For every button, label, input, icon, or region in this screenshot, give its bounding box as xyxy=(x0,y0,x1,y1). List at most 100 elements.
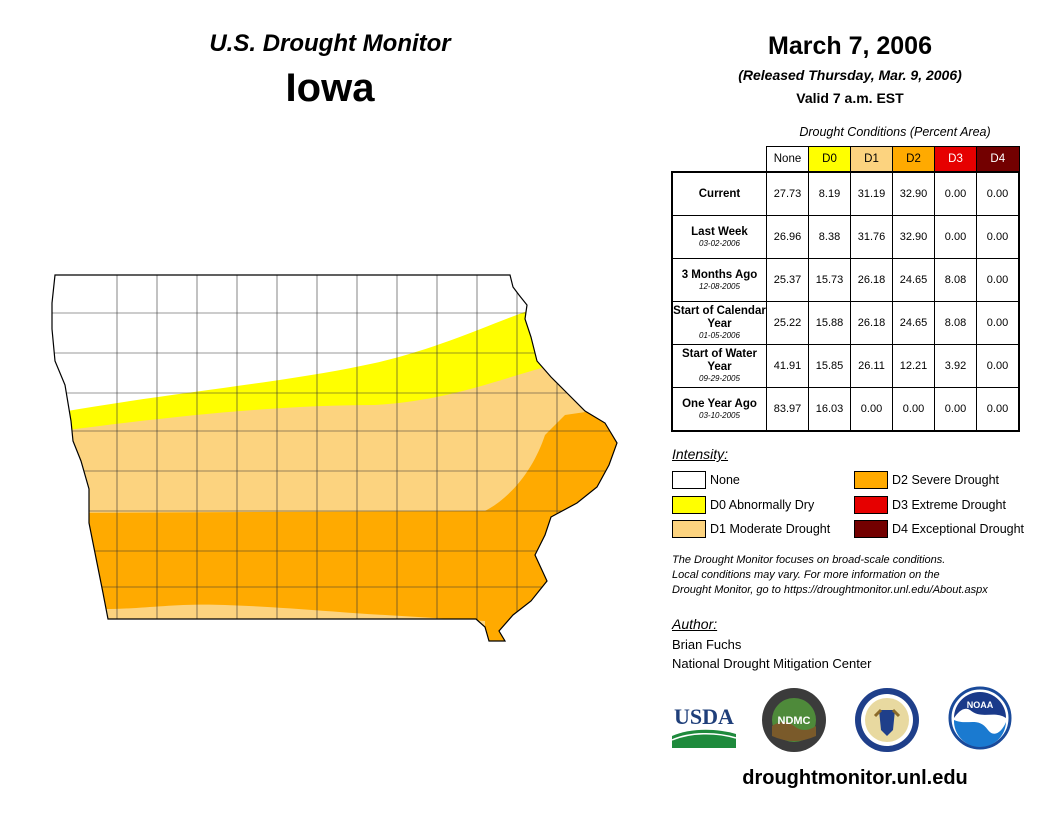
table-cell: 0.00 xyxy=(976,215,1020,259)
table-cell: 24.65 xyxy=(892,301,935,345)
table-caption: Drought Conditions (Percent Area) xyxy=(799,125,991,139)
author-org: National Drought Mitigation Center xyxy=(672,656,872,671)
table-cell: 26.18 xyxy=(850,258,893,302)
row-sub-date: 03-02-2006 xyxy=(699,238,740,248)
release-date: (Released Thursday, Mar. 9, 2006) xyxy=(738,67,962,83)
row-label: Current xyxy=(671,171,767,216)
table-cell: 26.18 xyxy=(850,301,893,345)
legend-title: Intensity: xyxy=(672,446,729,462)
row-sub-date: 03-10-2005 xyxy=(699,410,740,420)
row-label: 3 Months Ago 12-08-2005 xyxy=(671,258,767,302)
table-cell: 15.73 xyxy=(808,258,851,302)
table-cell: 8.08 xyxy=(934,301,977,345)
usda-logo-text: USDA xyxy=(674,704,734,729)
table-cell: 25.37 xyxy=(766,258,809,302)
table-header-row: None D0 D1 D2 D3 D4 xyxy=(672,146,1020,173)
table-cell: 15.88 xyxy=(808,301,851,345)
table-cell: 31.76 xyxy=(850,215,893,259)
table-cell: 0.00 xyxy=(976,258,1020,302)
legend-label: D4 Exceptional Drought xyxy=(892,522,1025,536)
monitor-title: U.S. Drought Monitor xyxy=(209,30,451,57)
table-cell: 31.19 xyxy=(850,171,893,216)
drought-stats-table: None D0 D1 D2 D3 D4 Current 27.73 8.19 3… xyxy=(671,146,1020,432)
table-cell: 3.92 xyxy=(934,344,977,388)
table-cell: 32.90 xyxy=(892,171,935,216)
disclaimer-line: Local conditions may vary. For more info… xyxy=(672,569,940,581)
col-header-d1: D1 xyxy=(850,146,893,173)
table-cell: 24.65 xyxy=(892,258,935,302)
disclaimer-line: The Drought Monitor focuses on broad-sca… xyxy=(672,554,946,566)
disclaimer-line: Drought Monitor, go to https://droughtmo… xyxy=(672,584,988,596)
county-lines xyxy=(52,275,617,641)
legend-label: D0 Abnormally Dry xyxy=(710,498,815,512)
table-cell: 26.96 xyxy=(766,215,809,259)
table-cell: 83.97 xyxy=(766,387,809,432)
col-header-d0: D0 xyxy=(808,146,851,173)
table-cell: 12.21 xyxy=(892,344,935,388)
table-cell: 8.19 xyxy=(808,171,851,216)
row-label: One Year Ago 03-10-2005 xyxy=(671,387,767,432)
col-header-d3: D3 xyxy=(934,146,977,173)
state-outline xyxy=(51,274,618,642)
table-row: Start of Calendar Year 01-05-2006 25.22 1… xyxy=(671,301,1020,345)
author-name: Brian Fuchs xyxy=(672,637,742,652)
col-header-d4: D4 xyxy=(976,146,1020,173)
row-label: Start of Water Year 09-29-2005 xyxy=(671,344,767,388)
table-cell: 0.00 xyxy=(934,215,977,259)
table-cell: 8.38 xyxy=(808,215,851,259)
legend-swatch xyxy=(672,496,706,514)
disclaimer: The Drought Monitor focuses on broad-sca… xyxy=(672,553,1042,598)
row-sub-date: 01-05-2006 xyxy=(699,331,740,340)
legend-label: D3 Extreme Drought xyxy=(892,498,1006,512)
legend-swatch xyxy=(672,471,706,489)
row-sub-date: 12-08-2005 xyxy=(699,281,740,291)
table-cell: 27.73 xyxy=(766,171,809,216)
table-cell: 8.08 xyxy=(934,258,977,302)
state-title: Iowa xyxy=(285,66,375,110)
legend-swatch xyxy=(854,471,888,489)
table-row: Last Week 03-02-2006 26.96 8.38 31.76 32.… xyxy=(671,215,1020,259)
table-cell: 0.00 xyxy=(934,171,977,216)
row-label: Last Week 03-02-2006 xyxy=(671,215,767,259)
table-cell: 32.90 xyxy=(892,215,935,259)
row-label: Start of Calendar Year 01-05-2006 xyxy=(671,301,767,345)
noaa-logo-text: NOAA xyxy=(967,700,994,710)
legend-label: D2 Severe Drought xyxy=(892,473,1000,487)
legend-swatch xyxy=(672,520,706,538)
table-cell: 0.00 xyxy=(976,301,1020,345)
table-cell: 0.00 xyxy=(976,387,1020,432)
table-cell: 0.00 xyxy=(850,387,893,432)
table-cell: 0.00 xyxy=(934,387,977,432)
table-row: 3 Months Ago 12-08-2005 25.37 15.73 26.18… xyxy=(671,258,1020,302)
iowa-drought-map xyxy=(51,274,618,642)
table-row: Current 27.73 8.19 31.19 32.90 0.00 0.00 xyxy=(671,171,1020,216)
noaa-logo: NOAA xyxy=(948,686,1012,750)
d2-region xyxy=(52,407,617,641)
col-header-d2: D2 xyxy=(892,146,935,173)
header-blank-cell xyxy=(672,147,767,173)
table-row: Start of Water Year 09-29-2005 41.91 15.8… xyxy=(671,344,1020,388)
author-title: Author: xyxy=(672,616,718,632)
table-cell: 15.85 xyxy=(808,344,851,388)
ndmc-logo-text: NDMC xyxy=(778,715,811,727)
commerce-seal xyxy=(855,688,919,752)
legend-label: D1 Moderate Drought xyxy=(710,522,831,536)
legend-swatch xyxy=(854,496,888,514)
col-header-none: None xyxy=(766,146,809,173)
website-url[interactable]: droughtmonitor.unl.edu xyxy=(742,767,968,789)
table-cell: 0.00 xyxy=(976,171,1020,216)
table-row: One Year Ago 03-10-2005 83.97 16.03 0.00 … xyxy=(671,387,1020,432)
map-date: March 7, 2006 xyxy=(768,32,932,60)
ndmc-logo: NDMC xyxy=(762,688,826,752)
table-cell: 0.00 xyxy=(976,344,1020,388)
usda-logo: USDA xyxy=(671,704,737,748)
legend-label: None xyxy=(710,473,740,487)
table-cell: 16.03 xyxy=(808,387,851,432)
valid-time: Valid 7 a.m. EST xyxy=(796,90,904,106)
table-cell: 26.11 xyxy=(850,344,893,388)
table-cell: 25.22 xyxy=(766,301,809,345)
table-cell: 41.91 xyxy=(766,344,809,388)
legend-swatch xyxy=(854,520,888,538)
table-cell: 0.00 xyxy=(892,387,935,432)
row-sub-date: 09-29-2005 xyxy=(699,374,740,383)
